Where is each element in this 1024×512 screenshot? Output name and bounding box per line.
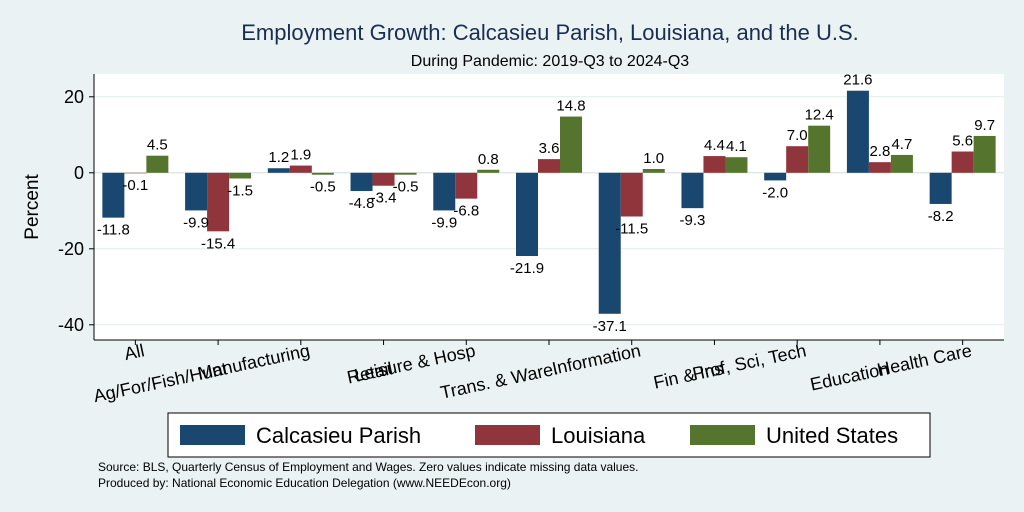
bar <box>642 169 665 173</box>
data-label: 14.8 <box>556 98 585 115</box>
category-label: Information <box>550 340 642 378</box>
data-label: -15.4 <box>201 235 235 252</box>
data-label: -0.5 <box>393 179 419 196</box>
category-label: Prof, Sci, Tech <box>691 340 808 384</box>
legend-swatch <box>690 425 755 445</box>
data-label: 1.2 <box>268 149 289 166</box>
bar <box>477 169 500 173</box>
data-label: -37.1 <box>593 318 627 335</box>
category-label: All <box>122 340 146 364</box>
legend-swatch <box>180 425 245 445</box>
data-label: -11.8 <box>97 222 130 239</box>
data-label: 9.7 <box>974 117 995 134</box>
data-label: -1.5 <box>227 183 253 200</box>
bar <box>868 162 891 173</box>
y-tick-label: -40 <box>58 315 84 335</box>
bar <box>929 172 952 204</box>
y-tick-label: 0 <box>74 163 84 183</box>
data-label: 1.9 <box>290 147 311 164</box>
data-label: 4.7 <box>891 136 912 153</box>
chart-title: Employment Growth: Calcasieu Parish, Lou… <box>241 20 859 45</box>
category-label: Manufacturing <box>196 340 312 383</box>
data-label: -9.9 <box>183 214 209 231</box>
category-label: Trans. & Ware. <box>439 358 560 402</box>
bar <box>808 125 831 173</box>
bar <box>560 116 582 173</box>
bar <box>455 172 478 199</box>
bar <box>102 172 125 218</box>
bar <box>890 154 913 173</box>
bar <box>394 172 417 175</box>
bar <box>146 155 169 173</box>
bar <box>350 172 373 192</box>
bar <box>538 159 560 173</box>
bar <box>725 157 748 173</box>
data-label: -21.9 <box>510 260 544 277</box>
legend-label: Louisiana <box>551 423 646 448</box>
legend-swatch <box>475 425 540 445</box>
legend-label: United States <box>766 423 898 448</box>
bar <box>846 90 869 173</box>
legend-label: Calcasieu Parish <box>256 423 421 448</box>
data-label: 4.1 <box>726 138 747 155</box>
bar <box>207 172 230 232</box>
data-label: 5.6 <box>952 133 973 150</box>
data-label: -2.0 <box>762 184 788 201</box>
source-note: Source: BLS, Quarterly Census of Employm… <box>98 460 638 474</box>
data-label: 12.4 <box>805 107 834 124</box>
data-label: -0.5 <box>310 179 336 196</box>
data-label: 0.8 <box>478 151 499 168</box>
data-label: -6.8 <box>453 203 479 220</box>
bar <box>124 172 147 174</box>
data-label: -9.9 <box>431 214 457 231</box>
bar <box>703 156 726 173</box>
bar <box>681 172 704 209</box>
bar <box>289 165 312 173</box>
y-tick-label: 20 <box>64 87 84 107</box>
data-label: -8.2 <box>928 208 954 225</box>
data-label: 1.0 <box>643 150 664 167</box>
legend-box <box>167 412 931 458</box>
data-label: -9.3 <box>680 212 706 229</box>
y-axis-label: Percent <box>22 174 43 240</box>
bar <box>433 172 456 211</box>
data-label: -4.8 <box>349 195 375 212</box>
data-label: -0.1 <box>122 177 148 194</box>
bar <box>229 172 252 179</box>
data-label: 7.0 <box>787 127 808 144</box>
bar <box>185 172 208 211</box>
data-label: -11.5 <box>615 221 648 238</box>
data-label: 4.5 <box>147 137 168 154</box>
bar <box>973 135 996 173</box>
data-label: 2.8 <box>869 143 890 160</box>
data-label: 3.6 <box>539 140 560 157</box>
data-label: 4.4 <box>704 137 725 154</box>
bar <box>764 172 787 181</box>
category-label: Health Care <box>875 340 973 380</box>
chart-subtitle: During Pandemic: 2019-Q3 to 2024-Q3 <box>411 53 689 70</box>
data-label: 21.6 <box>843 72 872 89</box>
bar <box>598 172 621 314</box>
bar <box>786 146 809 173</box>
data-label: -3.4 <box>371 190 397 207</box>
bar <box>267 168 290 173</box>
producer-note: Produced by: National Economic Education… <box>98 476 511 490</box>
bar <box>951 151 974 173</box>
bar <box>372 172 395 186</box>
bar <box>620 172 643 217</box>
bar <box>516 172 538 257</box>
y-tick-label: -20 <box>58 239 84 259</box>
bar <box>311 172 334 175</box>
